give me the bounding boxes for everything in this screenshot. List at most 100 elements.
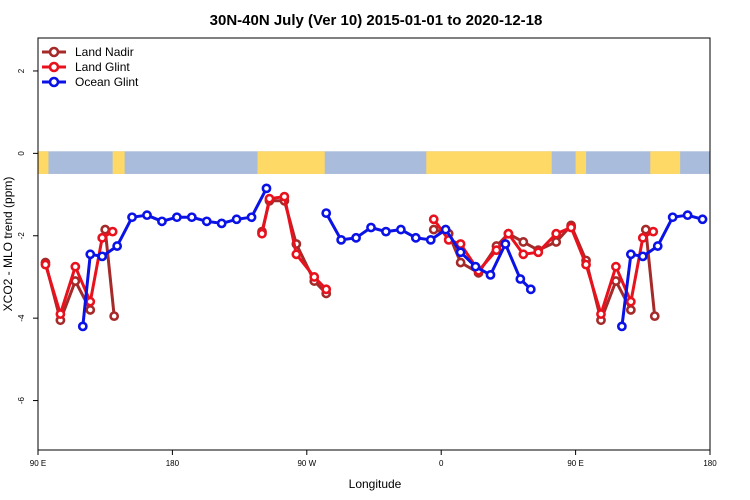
data-point xyxy=(428,224,439,235)
data-point xyxy=(112,241,123,251)
data-point xyxy=(257,228,267,239)
data-point xyxy=(440,224,451,235)
map-land-segment xyxy=(650,151,681,174)
data-point xyxy=(264,193,275,204)
x-tick-label: 90 W xyxy=(297,459,316,468)
data-point xyxy=(216,218,227,229)
data-point xyxy=(109,311,120,321)
data-point xyxy=(625,305,636,315)
data-point xyxy=(201,216,212,227)
series-line xyxy=(644,229,657,317)
data-point xyxy=(336,234,347,245)
data-point xyxy=(231,214,242,225)
legend-marker xyxy=(48,61,60,73)
map-land-segment xyxy=(575,151,587,174)
y-tick-label: 0 xyxy=(17,151,26,156)
data-point xyxy=(428,214,439,225)
data-point xyxy=(485,269,496,280)
y-axis-label: XCO2 - MLO trend (ppm) xyxy=(1,177,15,312)
legend-label: Land Nadir xyxy=(75,45,134,59)
data-point xyxy=(667,212,678,223)
y-tick-label: -4 xyxy=(17,314,26,322)
series-layer xyxy=(40,183,708,332)
data-point xyxy=(625,249,636,260)
data-point xyxy=(649,311,660,321)
series-line xyxy=(433,224,633,322)
series-land-glint xyxy=(40,191,659,319)
data-point xyxy=(581,259,591,270)
legend-marker xyxy=(48,46,60,58)
map-strip xyxy=(38,151,710,174)
legend-item: Land Glint xyxy=(42,60,130,74)
data-point xyxy=(491,245,502,256)
data-point xyxy=(321,284,332,295)
data-point xyxy=(455,247,466,258)
data-point xyxy=(186,212,197,223)
data-point xyxy=(500,239,511,249)
data-point xyxy=(518,237,529,247)
data-point xyxy=(77,321,88,332)
x-tick-label: 90 E xyxy=(30,459,46,468)
map-land-segment xyxy=(112,151,125,174)
data-point xyxy=(291,249,302,260)
data-point xyxy=(625,296,636,307)
data-point xyxy=(425,234,436,245)
data-point xyxy=(85,249,96,260)
data-point xyxy=(55,309,66,319)
y-axis: 2 0 -2 -4 -6 xyxy=(17,68,38,404)
y-tick-label: -2 xyxy=(17,232,26,240)
data-point xyxy=(97,251,108,262)
data-point xyxy=(246,212,257,223)
data-point xyxy=(107,226,118,237)
series-line xyxy=(103,229,116,317)
data-point xyxy=(395,224,406,235)
x-tick-label: 0 xyxy=(439,459,444,468)
data-point xyxy=(157,216,167,227)
data-point xyxy=(697,214,708,225)
y-tick-label: 2 xyxy=(17,68,26,73)
data-point xyxy=(640,224,651,235)
data-point xyxy=(566,222,577,233)
data-point xyxy=(85,305,96,315)
chart-title: 30N-40N July (Ver 10) 2015-01-01 to 2020… xyxy=(210,12,543,29)
data-point xyxy=(381,226,391,237)
data-point xyxy=(410,232,421,243)
legend-item: Ocean Glint xyxy=(42,75,139,89)
data-point xyxy=(70,261,81,272)
legend-label: Land Glint xyxy=(75,60,130,74)
data-point xyxy=(551,237,562,247)
map-land-segment xyxy=(38,151,49,174)
data-point xyxy=(455,257,466,268)
series-line xyxy=(81,187,268,327)
data-point xyxy=(611,261,621,272)
x-tick-label: 180 xyxy=(703,459,717,468)
legend-label: Ocean Glint xyxy=(75,75,139,89)
data-point xyxy=(503,228,514,239)
data-point xyxy=(533,247,544,258)
data-point xyxy=(85,296,96,307)
data-point xyxy=(518,249,529,260)
data-point xyxy=(351,232,361,243)
data-point xyxy=(97,232,108,243)
data-point xyxy=(616,321,627,332)
plot-frame xyxy=(37,37,711,451)
x-axis: 90 E 180 90 W 0 90 E 180 xyxy=(30,450,717,468)
data-point xyxy=(637,251,648,262)
y-tick-label: -6 xyxy=(17,396,26,404)
data-point xyxy=(279,191,290,202)
map-land-segment xyxy=(257,151,325,174)
data-point xyxy=(525,284,536,295)
data-point xyxy=(321,208,332,218)
x-tick-label: 90 E xyxy=(567,459,583,468)
data-point xyxy=(648,226,659,237)
data-point xyxy=(596,309,606,319)
series-line xyxy=(44,230,114,316)
x-axis-label: Longitude xyxy=(349,477,402,491)
map-ocean xyxy=(38,151,710,174)
data-point xyxy=(551,228,562,239)
x-tick-label: 180 xyxy=(166,459,180,468)
data-point xyxy=(100,224,111,235)
data-point xyxy=(40,259,51,270)
